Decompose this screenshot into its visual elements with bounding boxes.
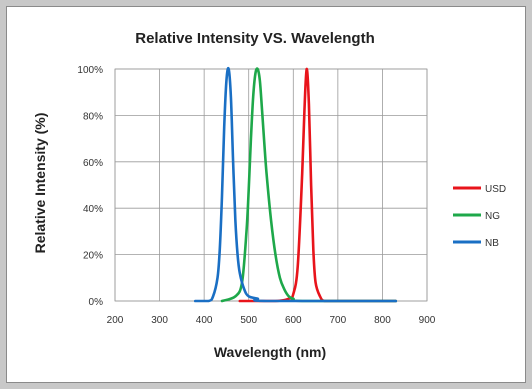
x-tick-label: 700 <box>330 315 347 326</box>
y-tick-label: 40% <box>83 204 103 215</box>
y-axis-label: Relative Intensity (%) <box>32 113 48 254</box>
x-tick-label: 200 <box>107 315 124 326</box>
x-tick-label: 900 <box>419 315 436 326</box>
x-tick-label: 800 <box>374 315 391 326</box>
chart-title: Relative Intensity VS. Wavelength <box>135 30 375 47</box>
plot-area-border <box>114 68 428 302</box>
grid <box>114 68 428 302</box>
y-tick-label: 0% <box>89 297 104 308</box>
x-tick-label: 500 <box>240 315 257 326</box>
x-tick-label: 300 <box>151 315 168 326</box>
x-tick-label: 600 <box>285 315 302 326</box>
y-tick-label: 100% <box>77 65 103 76</box>
x-tick-label: 400 <box>196 315 213 326</box>
legend-label-nb: NB <box>485 238 499 249</box>
series-line-ng <box>220 67 398 303</box>
chart-frame: Relative Intensity VS. Wavelength 200 300… <box>6 6 526 383</box>
y-tick-label: 20% <box>83 251 103 262</box>
y-tick-label: 60% <box>83 158 103 169</box>
legend: USD NG NB <box>453 184 506 249</box>
x-axis-label: Wavelength (nm) <box>214 344 326 360</box>
x-tick-labels: 200 300 400 500 600 700 800 900 <box>107 315 436 326</box>
series-line-usd <box>238 67 398 303</box>
y-tick-label: 80% <box>83 111 103 122</box>
legend-label-ng: NG <box>485 211 500 222</box>
chart: Relative Intensity VS. Wavelength 200 300… <box>32 30 506 360</box>
legend-label-usd: USD <box>485 184 506 195</box>
y-tick-labels: 0% 20% 40% 60% 80% 100% <box>77 65 103 308</box>
series-line-nb <box>193 67 398 303</box>
series-lines <box>193 67 398 303</box>
